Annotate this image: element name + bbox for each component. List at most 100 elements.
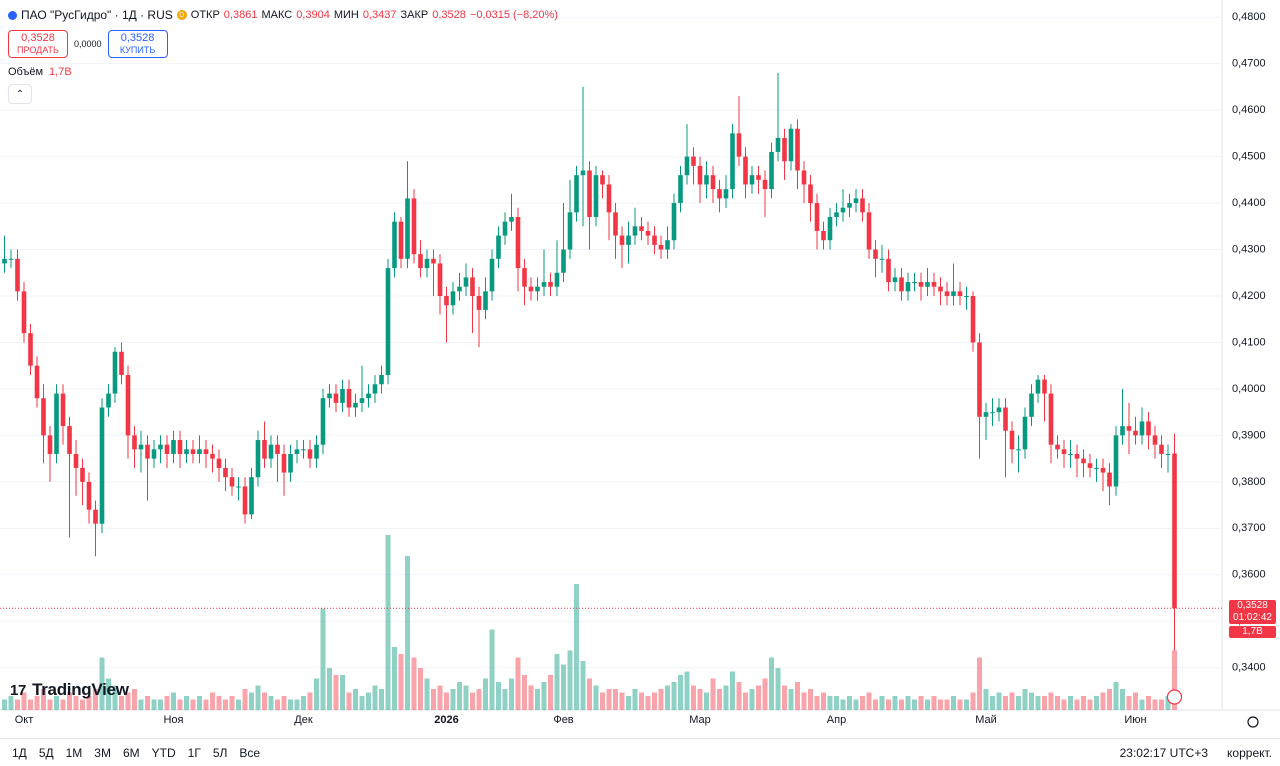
volume-bar [847,696,852,710]
volume-bar [1094,696,1099,710]
candle-body [866,212,872,250]
symbol-header: ПАО "РусГидро" · 1Д · RUS D ОТКР 0,3861 М… [8,8,558,22]
volume-bar [268,696,274,710]
range-button[interactable]: YTD [151,745,176,760]
range-button[interactable]: 5Д [38,745,54,760]
volume-bar [249,692,254,710]
candle-body [1081,458,1086,464]
candle-body [983,412,989,417]
candle-body [652,235,657,245]
volume-bar [489,629,495,710]
symbol-name[interactable]: ПАО "РусГидро" · 1Д · RUS [21,8,173,22]
collapse-button[interactable]: ⌃ [8,84,32,104]
candle-body [730,133,735,190]
candle-layer [2,72,1177,651]
x-tick-label: Июн [1124,714,1146,726]
volume-bar [223,699,228,710]
candle-body [912,282,917,284]
volume-bar [658,689,664,710]
adjust-button[interactable]: коррект. [1227,745,1272,760]
volume-bar [210,692,215,710]
x-tick-label: Май [975,714,997,726]
volume-bar [164,696,170,710]
candle-body [840,207,846,213]
volume-bar [1107,689,1112,710]
range-button[interactable]: 6М [122,745,140,760]
y-tick-label: 0,4000 [1232,383,1266,395]
volume-bar [359,696,365,710]
candle-body [1087,463,1093,468]
x-tick-label: Дек [294,714,313,726]
candle-body [957,291,963,296]
volume-bar [964,699,969,710]
candle-body [522,268,527,287]
candle-body [216,458,222,468]
candle-body [1113,435,1119,487]
candle-body [411,198,417,255]
volume-bar [600,692,605,710]
volume-bar [437,685,443,710]
candle-body [392,221,397,269]
volume-bar [476,689,482,710]
volume-bar [587,678,592,710]
candle-body [132,435,137,450]
sell-button[interactable]: 0,3528 ПРОДАТЬ [8,30,68,58]
buy-label: КУПИТЬ [119,45,156,55]
volume-bar [879,696,885,710]
volume-bar [1081,696,1086,710]
buy-button[interactable]: 0,3528 КУПИТЬ [107,30,168,58]
candle-body [723,189,729,199]
candle-body [190,449,196,454]
volume-bar [814,696,820,710]
y-tick-label: 0,4100 [1232,336,1266,348]
volume-bar [873,699,878,710]
volume-bar [8,696,14,710]
price-tag-value: 0,3528 [1237,600,1268,612]
candle-body [1107,472,1112,487]
range-button[interactable]: Все [239,745,261,760]
y-tick-label: 0,4600 [1232,104,1266,116]
volume-bar [593,685,599,710]
candle-body [463,277,469,287]
volume-bar [86,696,92,710]
clock: 23:02:17 UTC+3 [1119,745,1208,760]
candle-body [749,175,755,185]
volume-bar [398,654,404,710]
volume-bar [827,696,833,710]
candle-body [892,277,898,283]
volume-bar [912,699,917,710]
candle-body [606,184,612,213]
range-button[interactable]: 5Л [212,745,228,760]
volume-bar [717,689,722,710]
candle-body [977,342,982,417]
candle-body [437,263,443,296]
volume-bar [1159,699,1164,710]
volume-bar [639,692,644,710]
candle-body [626,235,631,245]
range-button[interactable]: 1Д [12,745,27,760]
candle-body [1061,449,1067,454]
candle-body [756,175,761,180]
range-button[interactable]: 3М [94,745,111,760]
candle-body [574,175,579,213]
volume-bar [678,675,683,710]
bottom-toolbar: 1Д 5Д 1М 3М 6М YTD 1Г 5Л Все 23:02:17 UTC+3 корре… [0,738,1280,766]
candle-body [125,374,131,436]
volume-bar [1016,696,1021,710]
candle-body [847,203,852,208]
candle-body [1074,453,1080,459]
candle-body [918,282,924,287]
candle-body [717,189,722,199]
candle-body [281,453,287,473]
volume-bar [1113,682,1119,710]
candle-body [587,170,592,217]
range-button[interactable]: 1Г [187,745,201,760]
low-value: 0,3437 [362,9,397,21]
candle-body [834,212,839,217]
volume-bar [288,699,293,710]
candle-body [444,295,449,306]
x-tick-label: 2026 [434,714,458,726]
volume-bar [1172,650,1177,710]
range-button[interactable]: 1М [65,745,83,760]
volume-bar [782,685,787,710]
